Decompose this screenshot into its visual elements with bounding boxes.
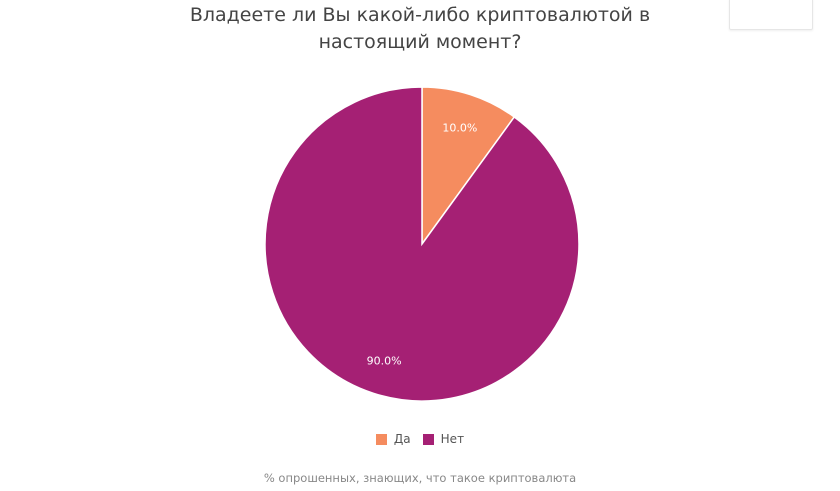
pie-slice-0[interactable] xyxy=(421,86,516,247)
chart-title: Владеете ли Вы какой-либо криптовалютой … xyxy=(189,4,651,53)
chart-subtitle: % опрошенных, знающих, что такое криптов… xyxy=(263,471,577,485)
data-label: 90.0% xyxy=(367,354,402,367)
legend: Да Нет xyxy=(0,432,840,448)
data-label: 10.0% xyxy=(442,122,477,135)
legend-swatch xyxy=(422,433,434,445)
legend-swatch xyxy=(375,433,387,445)
pie-slice-1[interactable] xyxy=(264,86,580,402)
toolbar-box xyxy=(729,0,813,30)
legend-label: Да xyxy=(393,432,411,446)
legend-item[interactable]: Нет xyxy=(422,432,465,446)
legend-item[interactable]: Да xyxy=(375,432,411,446)
legend-label: Нет xyxy=(440,432,465,446)
